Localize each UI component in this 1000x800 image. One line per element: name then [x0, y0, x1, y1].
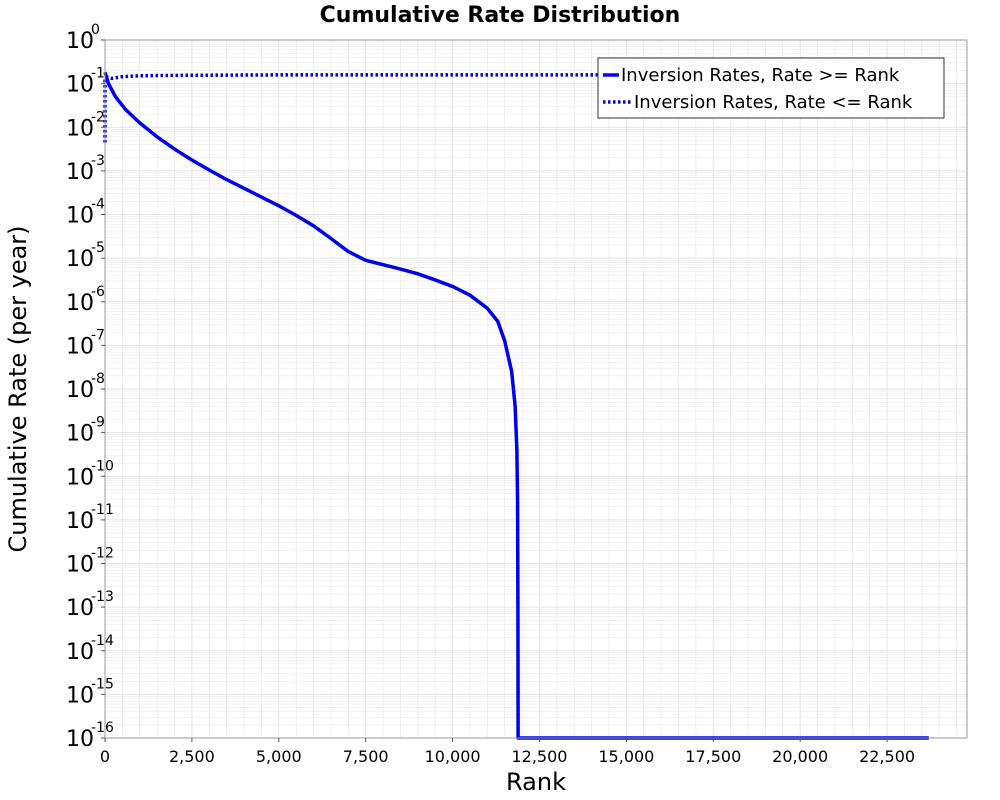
y-tick-label-exponent: -15	[91, 676, 114, 692]
y-tick-label-base: 10	[66, 204, 94, 229]
y-tick-label-exponent: -4	[91, 197, 105, 213]
y-tick-label-base: 10	[66, 73, 94, 98]
legend-label-rate-ge-rank: Inversion Rates, Rate >= Rank	[621, 65, 900, 86]
y-axis-label: Cumulative Rate (per year)	[4, 225, 32, 552]
grid-lines	[104, 39, 967, 739]
y-tick-label-exponent: -13	[91, 589, 114, 605]
y-tick-label-exponent: -12	[91, 546, 114, 562]
y-tick-label-base: 10	[66, 247, 94, 272]
y-tick-label-base: 10	[66, 291, 94, 316]
y-tick-label-exponent: -3	[91, 153, 105, 169]
y-tick-label-exponent: -2	[91, 109, 105, 125]
x-tick-label: 2,500	[169, 747, 215, 766]
series-line-rate-ge-rank	[103, 71, 929, 740]
x-tick-label: 5,000	[256, 747, 302, 766]
y-tick-label-exponent: -6	[91, 284, 105, 300]
y-tick-label-exponent: -14	[91, 633, 114, 649]
x-tick-label: 20,000	[772, 747, 828, 766]
legend-box	[597, 57, 945, 119]
x-tick-label: 22,500	[859, 747, 915, 766]
y-tick-label-base: 10	[66, 553, 94, 578]
x-tick-label: 0	[100, 747, 110, 766]
y-tick-label-exponent: -5	[91, 240, 105, 256]
y-tick-label-base: 10	[66, 29, 94, 54]
y-tick-label-base: 10	[66, 334, 94, 359]
y-tick-label-base: 10	[66, 596, 94, 621]
series-layer	[103, 71, 929, 740]
chart-title: Cumulative Rate Distribution	[320, 3, 681, 28]
x-tick-label: 17,500	[685, 747, 741, 766]
y-tick-label-exponent: 0	[91, 22, 100, 38]
y-tick-label-exponent: -11	[91, 502, 114, 518]
y-tick-label-exponent: -10	[91, 458, 114, 474]
y-tick-label-base: 10	[66, 160, 94, 185]
legend-label-rate-le-rank: Inversion Rates, Rate <= Rank	[634, 92, 913, 113]
x-tick-label: 12,500	[511, 747, 567, 766]
y-tick-label-base: 10	[66, 683, 94, 708]
y-axis-ticks: 10010-110-210-310-410-510-610-710-810-91…	[66, 22, 114, 752]
y-tick-label-base: 10	[66, 422, 94, 447]
x-tick-label: 7,500	[343, 747, 389, 766]
y-tick-label-exponent: -8	[91, 371, 105, 387]
x-axis-label: Rank	[506, 768, 566, 796]
x-tick-label: 15,000	[598, 747, 654, 766]
y-tick-label-base: 10	[66, 640, 94, 665]
y-tick-label-base: 10	[66, 727, 94, 752]
series-line-rate-le-rank	[103, 73, 929, 143]
y-tick-label-base: 10	[66, 465, 94, 490]
x-axis-ticks: 0 2,500 5,000 7,500 10,000 12,500 15,000 17,500…	[100, 738, 915, 766]
x-tick-label: 10,000	[425, 747, 481, 766]
y-tick-label-exponent: -9	[91, 415, 105, 431]
y-tick-label-base: 10	[66, 116, 94, 141]
y-tick-label-exponent: -7	[91, 327, 105, 343]
y-tick-label-base: 10	[66, 378, 94, 403]
legend: Inversion Rates, Rate >= Rank Inversion …	[597, 57, 945, 119]
y-tick-label-exponent: -1	[91, 66, 105, 82]
y-tick-label-exponent: -16	[91, 720, 114, 736]
y-tick-label-base: 10	[66, 509, 94, 534]
